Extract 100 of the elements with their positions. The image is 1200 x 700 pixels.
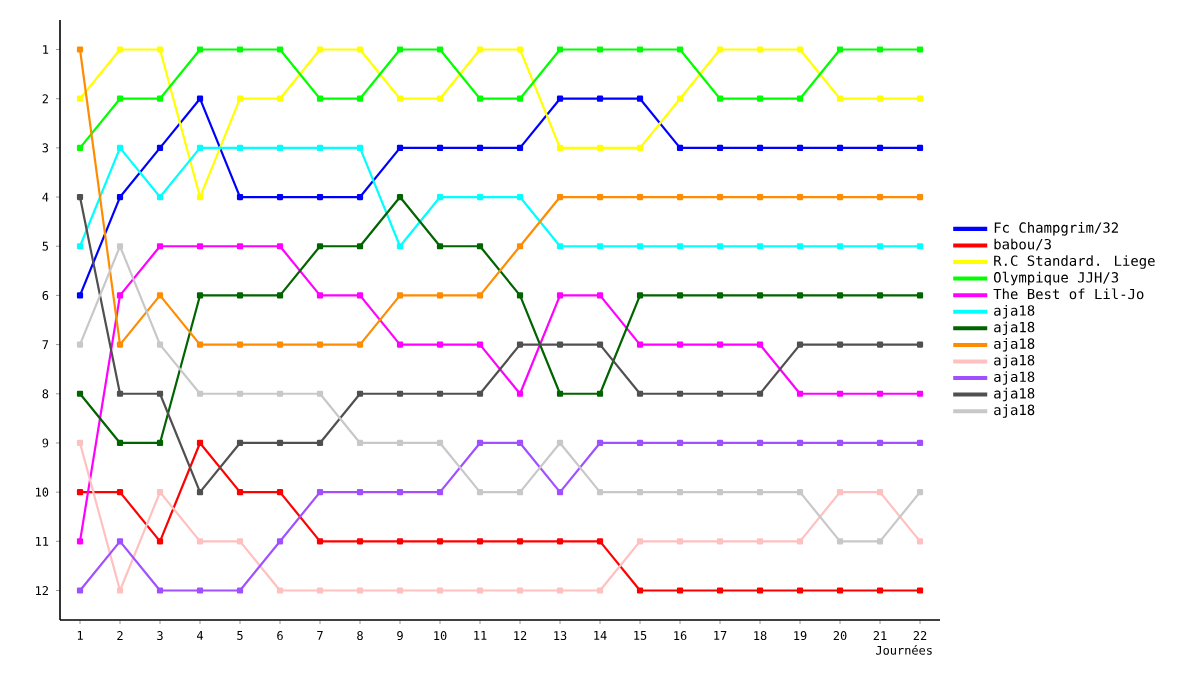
point [676,46,684,53]
point [76,538,84,545]
point [276,46,284,53]
point [916,341,924,348]
point [796,144,804,151]
point [596,489,604,496]
point [676,341,684,348]
point [476,243,484,250]
point [716,341,724,348]
point [636,46,644,53]
point [516,489,524,496]
point [836,390,844,397]
point [316,292,324,299]
point [156,439,164,447]
point [316,489,324,496]
point [316,390,324,397]
point [276,439,284,447]
point [196,144,204,151]
point [436,144,444,151]
point [796,489,804,496]
point [276,390,284,397]
point [436,95,444,102]
point [716,439,724,447]
point [76,243,84,250]
point [396,46,404,53]
point [236,243,244,250]
point [796,341,804,348]
point [676,95,684,102]
point [476,144,484,151]
point [476,390,484,397]
point [76,95,84,102]
point [716,587,724,594]
point [596,95,604,102]
point [516,46,524,53]
point [636,193,644,201]
point [476,439,484,447]
point [116,144,124,151]
point [916,390,924,397]
point [916,587,924,594]
point [316,243,324,250]
point [636,144,644,151]
point [716,95,724,102]
point [796,193,804,201]
point [236,193,244,201]
point [556,587,564,594]
point [876,538,884,545]
point [516,243,524,250]
point [196,193,204,201]
point [196,538,204,545]
point [596,46,604,53]
point [316,193,324,201]
point [236,292,244,299]
point [876,243,884,250]
point [76,390,84,397]
point [516,439,524,447]
point [276,292,284,299]
point [196,95,204,102]
point [356,587,364,594]
point [356,341,364,348]
point [556,144,564,151]
point [436,390,444,397]
point [676,292,684,299]
point [396,489,404,496]
point [476,341,484,348]
point [116,390,124,397]
point [916,489,924,496]
point [236,439,244,447]
point [636,95,644,102]
point [596,144,604,151]
point [716,390,724,397]
point [436,587,444,594]
point [596,292,604,299]
point [116,292,124,299]
point [476,292,484,299]
point [276,193,284,201]
point [196,390,204,397]
point [596,587,604,594]
point [916,95,924,102]
point [116,95,124,102]
point [156,243,164,250]
point [196,46,204,53]
point [356,193,364,201]
point [556,538,564,545]
point [836,95,844,102]
point [316,144,324,151]
point [356,292,364,299]
point [756,292,764,299]
point [676,587,684,594]
point [636,489,644,496]
point [76,341,84,348]
point [916,243,924,250]
point [716,538,724,545]
point [596,538,604,545]
point [316,95,324,102]
point [396,341,404,348]
point [436,292,444,299]
point [76,292,84,299]
point [396,95,404,102]
point [156,292,164,299]
point [756,95,764,102]
